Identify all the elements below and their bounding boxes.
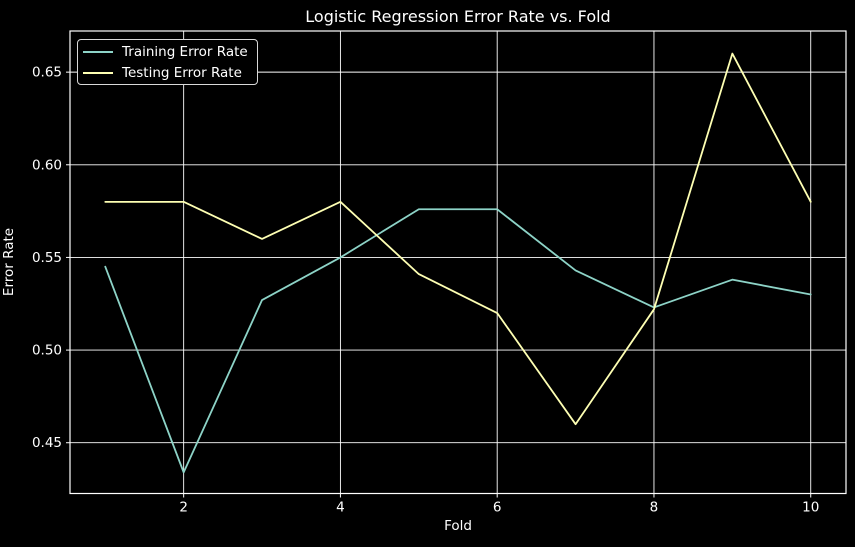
chart-title: Logistic Regression Error Rate vs. Fold bbox=[305, 7, 611, 26]
legend-line-testing-icon bbox=[83, 71, 113, 74]
series-line-0 bbox=[104, 208, 812, 474]
y-tick-label: 0.60 bbox=[32, 157, 62, 173]
legend-label-training: Training Error Rate bbox=[122, 43, 248, 60]
legend-label-testing: Testing Error Rate bbox=[122, 64, 242, 81]
legend-item-training: Training Error Rate bbox=[83, 44, 251, 60]
y-tick-label: 0.50 bbox=[32, 343, 62, 359]
y-tick-label: 0.55 bbox=[32, 250, 62, 266]
legend-item-testing: Testing Error Rate bbox=[83, 65, 251, 81]
legend-line-training-icon bbox=[83, 50, 113, 53]
x-tick-label: 10 bbox=[802, 500, 819, 516]
axes-frame bbox=[69, 30, 847, 495]
y-tick-label: 0.65 bbox=[32, 65, 62, 81]
x-axis-label: Fold bbox=[444, 518, 472, 534]
legend: Training Error Rate Testing Error Rate bbox=[77, 39, 258, 85]
x-tick-label: 4 bbox=[336, 500, 345, 516]
series-line-1 bbox=[104, 52, 812, 426]
x-tick-label: 2 bbox=[179, 500, 188, 516]
x-tick-label: 6 bbox=[493, 500, 502, 516]
y-tick-label: 0.45 bbox=[32, 435, 62, 451]
x-tick-label: 8 bbox=[650, 500, 659, 516]
